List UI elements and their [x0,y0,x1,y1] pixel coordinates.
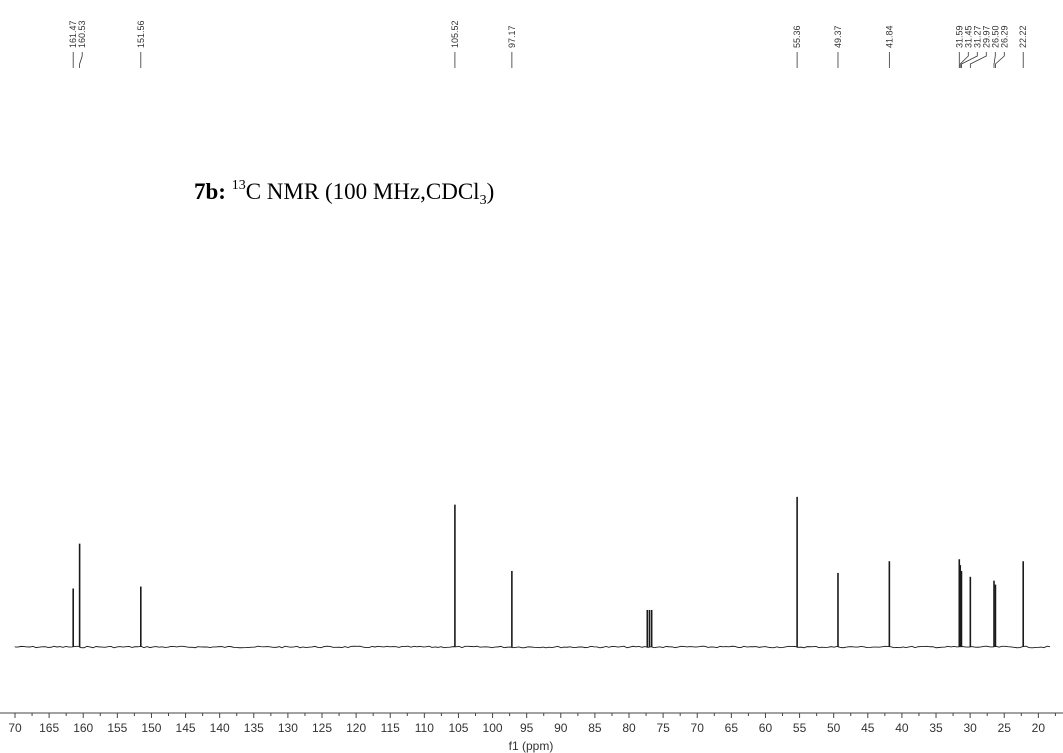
x-axis-tick-label: 25 [998,721,1012,735]
isotope-mass: 13 [231,178,246,193]
peak-label: 151.56 [136,20,146,68]
peak-label: 55.36 [792,25,802,68]
x-axis-tick-label: 150 [141,721,161,735]
x-axis-tick-label: 90 [554,721,568,735]
x-axis-tick-label: 40 [895,721,909,735]
x-axis-tick-label: 100 [483,721,503,735]
x-axis-tick-label: 95 [520,721,534,735]
peak-label: 26.50 [990,25,1000,68]
peak-label-text: 31.27 [972,25,982,48]
x-axis-tick-label: 65 [725,721,739,735]
x-axis-tick-label: 130 [278,721,298,735]
x-axis-tick-label: 75 [656,721,670,735]
x-axis-tick-label: 30 [963,721,977,735]
peak-label: 31.27 [961,25,982,68]
x-axis-tick-label: 110 [415,721,434,735]
peak-label-connector [969,52,987,68]
x-axis-tick-label: 20 [1032,721,1046,735]
peak-label: 49.37 [833,25,843,68]
peak-label: 26.29 [995,25,1009,68]
spectrum-group [14,496,1051,649]
peak-label: 160.53 [77,20,87,68]
title-close: ) [486,179,495,204]
x-axis-tick-label: 70 [691,721,705,735]
peak-label-text: 29.97 [981,25,991,48]
title-subscript: 3 [479,193,487,208]
x-axis-tick-label: 35 [929,721,943,735]
peak-label: 105.52 [450,20,460,68]
peak-label-text: 105.52 [450,20,460,48]
peak-label-text: 31.59 [954,25,964,48]
peak-label-connector [995,52,1005,68]
x-axis-tick-label: 120 [346,721,366,735]
x-axis-tick-label: 60 [759,721,773,735]
peak-label-text: 49.37 [833,25,843,48]
x-axis: 70 165 160 155 150 145 140 135 130 125 120 115 110 10… [0,712,1063,735]
spectrum-baseline [14,645,1051,649]
peak-label-text: 41.84 [884,25,894,48]
x-axis-tick-label: 85 [588,721,602,735]
x-axis-tick-label: 155 [107,721,127,735]
compound-id: 7b: [194,179,226,204]
peak-label-connector [993,52,996,68]
peak-label-group: 161.47 160.53 151.56 105.52 97.17 55.36 49.37 4… [68,20,1028,68]
peak-label: 31.59 [954,25,964,68]
x-axis-tick-label: 55 [793,721,807,735]
x-axis-tick-label: 50 [827,721,841,735]
peak-label-text: 161.47 [68,20,78,48]
x-axis-tick-label: 140 [210,721,230,735]
x-axis-tick-label: 105 [448,721,468,735]
x-axis-tick-label: 45 [861,721,875,735]
x-axis-label: f1 (ppm) [509,739,554,753]
x-axis-tick-label: 160 [73,721,93,735]
peak-label-text: 26.50 [990,25,1000,48]
peak-label-text: 55.36 [792,25,802,48]
peak-label-connector [79,52,83,68]
title-main-text: C NMR (100 MHz,CDCl [245,179,480,204]
x-axis-tick-label: 125 [312,721,332,735]
peak-label: 31.45 [959,25,973,68]
x-axis-tick-label: 145 [176,721,196,735]
peak-label: 29.97 [969,25,991,68]
peak-label-text: 31.45 [963,25,973,48]
peak-label: 161.47 [68,20,78,68]
peak-label-connector [959,52,969,68]
peak-label-text: 151.56 [136,20,146,48]
spectrum-title: 7b: 13C NMR (100 MHz,CDCl3) [194,178,494,209]
peak-label-connector [961,52,978,68]
peak-label: 41.84 [884,25,894,68]
peak-label: 97.17 [507,25,517,68]
x-axis-tick-label: 135 [244,721,264,735]
peak-label-text: 26.29 [999,25,1009,48]
peak-label-text: 22.22 [1018,25,1028,48]
x-axis-tick-label: 70 [8,721,22,735]
peak-label-text: 97.17 [507,25,517,48]
x-axis-tick-label: 165 [39,721,59,735]
peak-label: 22.22 [1018,25,1028,68]
x-axis-tick-label: 80 [622,721,636,735]
peak-label-text: 160.53 [77,20,87,48]
x-axis-tick-label: 115 [381,721,400,735]
